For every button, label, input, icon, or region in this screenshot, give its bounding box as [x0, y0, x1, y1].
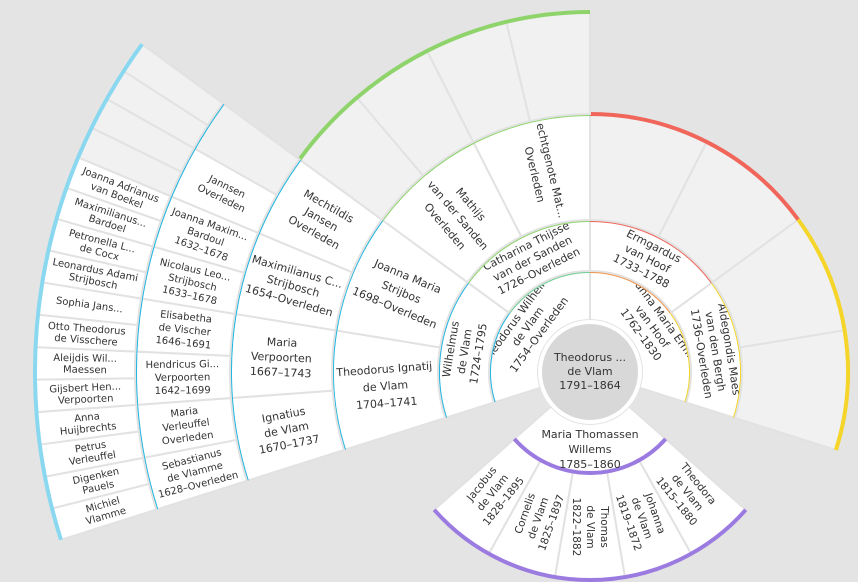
label-line: 1785–1860	[559, 458, 621, 471]
spouse-arc	[512, 437, 668, 475]
branch-arc	[796, 218, 850, 451]
label-line: de Vlam	[567, 365, 612, 378]
branch-arc	[589, 112, 800, 221]
label-line: Elisabetha	[159, 309, 212, 325]
person-label: Aldegondis Maesvan den Bergh1736–Overled…	[688, 302, 744, 401]
branch-arc	[297, 10, 591, 161]
children-arc	[432, 508, 748, 582]
label-line: Thomas	[598, 505, 610, 548]
person-label: MariaVerpoorten1667–1743	[250, 335, 313, 381]
label-line: Maria	[266, 335, 297, 349]
person-label: Hendricus Gi...Verpoorten1642–1699	[146, 359, 220, 397]
label-line: 1704–1741	[356, 395, 418, 412]
branch-arc	[33, 43, 144, 541]
label-line: 1667–1743	[250, 365, 312, 381]
label-line: 1642–1699	[155, 385, 211, 397]
person-label: Thomasde Vlam1822–1882	[570, 498, 610, 557]
person-label: Gijsbert Hen...Verpoorten	[49, 381, 122, 407]
label-line: Maria Thomassen	[541, 428, 638, 441]
label-line: 1791–1864	[559, 379, 621, 392]
label-line: Hendricus Gi...	[146, 359, 220, 371]
label-line: Verpoorten	[251, 350, 313, 366]
person-label: Aleijdis Wil...Maessen	[53, 353, 117, 376]
label-line: de Vlam	[584, 505, 596, 548]
label-line: Petrus	[74, 440, 107, 456]
center-label: Theodorus ... de Vlam 1791–1864	[553, 351, 626, 392]
label-line: Aleijdis Wil...	[53, 353, 117, 365]
label-line: de Vischer	[158, 322, 212, 338]
label-line: Verpoorten	[58, 393, 114, 406]
label-line: Gijsbert Hen...	[49, 381, 121, 395]
person-label: Maria Thomassen Willems 1785–1860	[541, 428, 638, 471]
label-line: 1822–1882	[570, 498, 582, 557]
center-circle	[538, 320, 642, 424]
label-line: de Visschere	[54, 333, 118, 349]
label-line: Maria	[170, 406, 199, 421]
label-line: Anna	[74, 411, 101, 425]
label-line: Theodorus ...	[553, 351, 626, 364]
label-line: Maessen	[63, 365, 107, 377]
person-label: Elisabethade Vischer1646–1691	[155, 309, 214, 352]
person-label: Otto Theodorusde Visschere	[47, 321, 126, 349]
label-line: de Vlam	[362, 378, 408, 394]
label-line: Willems	[568, 443, 611, 456]
label-line: Verpoorten	[155, 372, 211, 384]
